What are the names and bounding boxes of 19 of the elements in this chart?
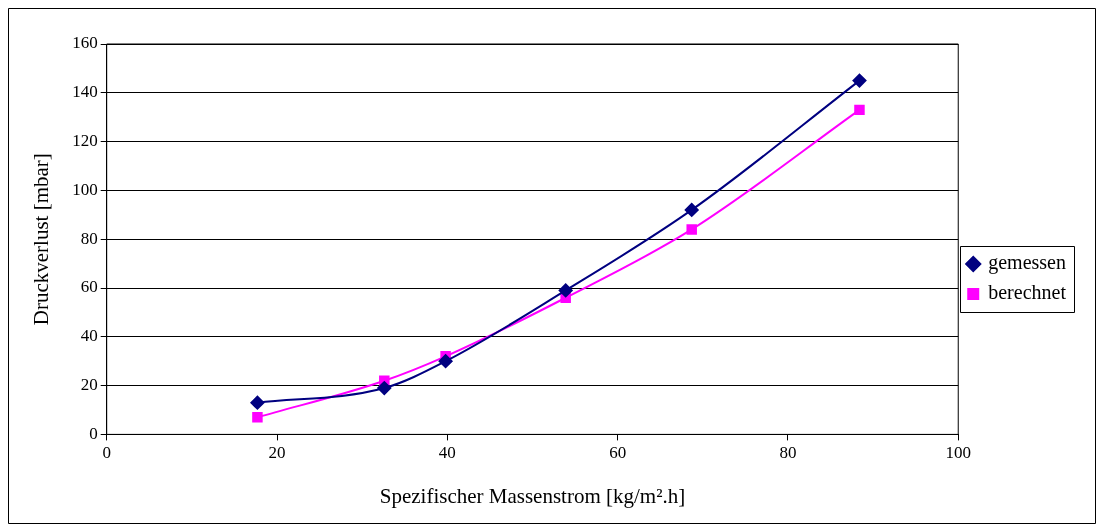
y-tick-label: 120 — [72, 131, 98, 151]
legend-label: berechnet — [988, 281, 1067, 304]
x-tick-label: 100 — [945, 443, 971, 463]
legend-label: gemessen — [988, 251, 1067, 275]
y-tick-label: 80 — [80, 228, 98, 248]
y-tick-label: 100 — [72, 179, 98, 199]
y-tick-label: 0 — [89, 423, 98, 443]
y-tick-label: 40 — [80, 326, 98, 346]
y-tick-label: 20 — [80, 375, 98, 395]
y-tick-label: 140 — [72, 82, 98, 102]
x-tick-label: 80 — [779, 443, 797, 463]
x-tick-label: 20 — [268, 443, 286, 463]
x-tick-label: 60 — [609, 443, 627, 463]
y-tick-label: 160 — [72, 33, 98, 53]
y-axis-title: Druckverlust [mbar] — [29, 153, 54, 326]
x-tick-label: 40 — [438, 443, 456, 463]
x-tick-label: 0 — [102, 443, 111, 463]
y-tick-label: 60 — [80, 277, 98, 297]
x-axis-title: Spezifischer Massenstrom [kg/m².h] — [379, 483, 686, 508]
